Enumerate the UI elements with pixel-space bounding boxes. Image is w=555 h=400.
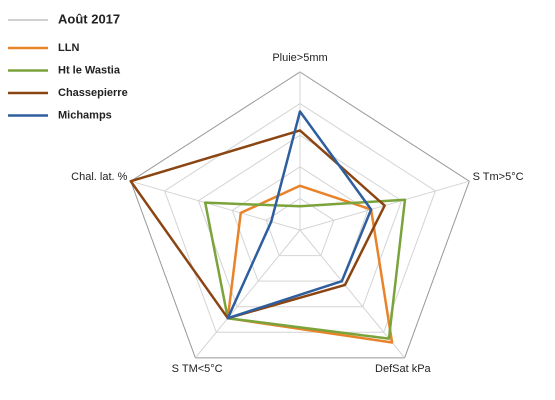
axis-spoke (299, 229, 406, 359)
grid-ring (163, 103, 437, 333)
legend-label: LLN (58, 42, 79, 54)
legend-label: Michamps (58, 109, 112, 121)
series-line (203, 198, 407, 340)
axis-spoke (194, 229, 301, 359)
axis-label: S Tm>5°C (473, 171, 524, 183)
series-line (226, 184, 394, 344)
legend-label: Ht le Wastia (58, 64, 121, 76)
series-line (226, 110, 373, 320)
series-line (129, 129, 386, 320)
grid-ring (197, 134, 403, 308)
legend-title: Août 2017 (58, 11, 120, 26)
grid-ring (130, 71, 470, 359)
axis-label: S TM<5°C (172, 363, 223, 375)
axis-label: DefSat kPa (375, 363, 432, 375)
axis-label: Pluie>5mm (272, 52, 327, 64)
axis-label: Chal. lat. % (71, 171, 127, 183)
legend-label: Chassepierre (58, 87, 128, 99)
